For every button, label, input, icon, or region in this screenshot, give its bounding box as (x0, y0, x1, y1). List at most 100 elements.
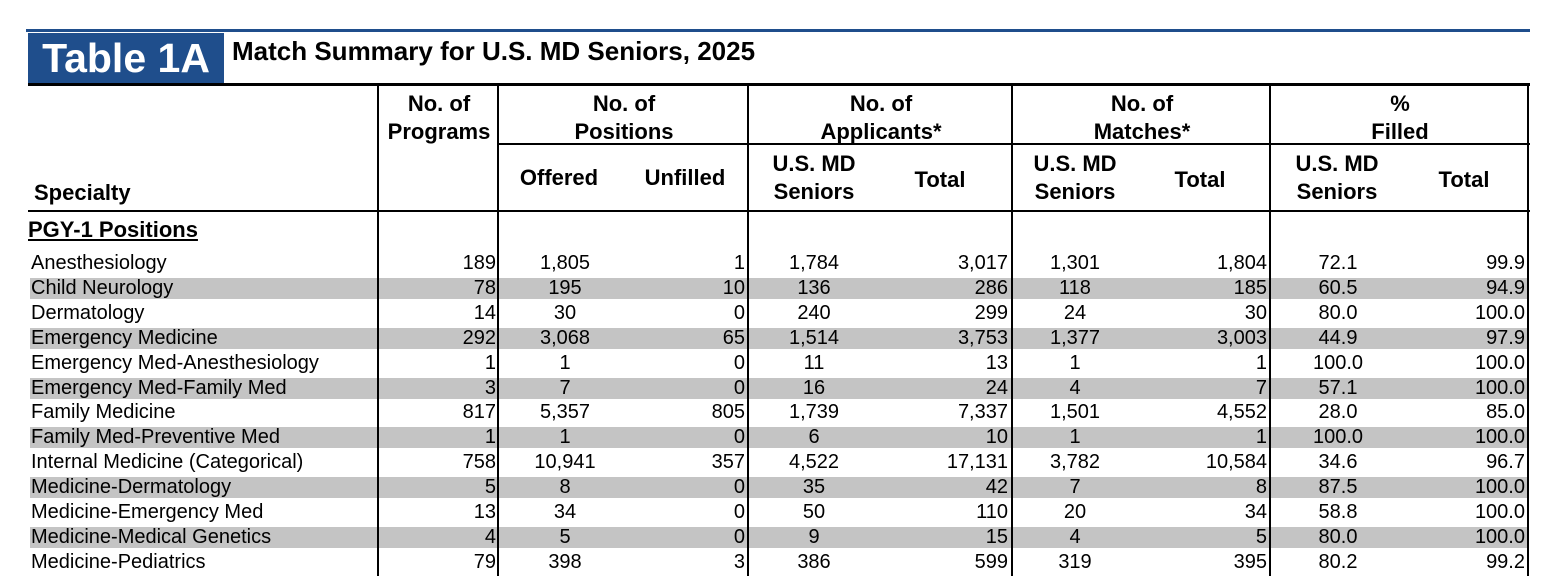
cell-unfilled: 805 (711, 401, 745, 424)
cell-offered: 5 (559, 525, 571, 548)
cell-match-total: 34 (1244, 501, 1267, 523)
cell-programs: 14 (473, 301, 496, 324)
cell-unfilled: 0 (733, 476, 745, 499)
cell-app-seniors: 1,739 (788, 401, 840, 424)
header-matches-line1: No. of (1110, 91, 1174, 116)
cell-pct-total: 99.9 (1486, 252, 1525, 274)
header-specialty: Specialty (34, 180, 131, 205)
cell-app-seniors: 4,522 (788, 451, 840, 474)
cell-pct-total: 100.0 (1474, 476, 1525, 499)
cell-offered: 1 (559, 351, 571, 374)
cell-app-seniors: 11 (803, 351, 825, 374)
cell-pct-total: 99.2 (1486, 550, 1525, 573)
cell-pct-total: 94.9 (1486, 276, 1525, 299)
table-title: Match Summary for U.S. MD Seniors, 2025 (232, 36, 756, 66)
cell-pct-total: 100.0 (1474, 351, 1525, 374)
header-unfilled: Unfilled (644, 165, 726, 190)
cell-match-total: 30 (1244, 301, 1267, 324)
header-programs-line2: Programs (387, 119, 491, 144)
cell-programs: 79 (473, 550, 496, 573)
header-applicants-seniors: U.S. MD Seniors (756, 150, 872, 206)
row-band (30, 277, 1528, 299)
cell-match-total: 3,003 (1216, 326, 1267, 349)
cell-offered: 195 (548, 276, 582, 299)
cell-pct-seniors: 100.0 (1312, 426, 1364, 449)
cell-pct-seniors: 57.1 (1318, 376, 1358, 399)
subheader-rule (498, 143, 1530, 145)
cell-app-total: 42 (985, 476, 1008, 499)
cell-pct-total: 100.0 (1474, 301, 1525, 324)
header-matches-seniors: U.S. MD Seniors (1018, 150, 1132, 206)
cell-pct-seniors: 100.0 (1312, 351, 1364, 374)
header-positions-line1: No. of (592, 91, 656, 116)
cell-programs: 1 (484, 426, 496, 449)
header-filled-total: Total (1438, 167, 1490, 192)
cell-match-seniors: 7 (1069, 476, 1081, 499)
cell-specialty: Medicine-Pediatrics (31, 550, 206, 573)
cell-match-seniors: 1 (1069, 426, 1081, 449)
cell-app-total: 13 (985, 351, 1008, 374)
cell-app-total: 17,131 (946, 451, 1008, 474)
cell-pct-total: 100.0 (1474, 501, 1525, 523)
cell-app-total: 3,753 (957, 326, 1008, 349)
cell-pct-seniors: 72.1 (1318, 252, 1358, 274)
header-matches-seniors-line2: Seniors (1034, 179, 1116, 204)
cell-app-seniors: 50 (802, 501, 826, 523)
cell-match-total: 8 (1255, 476, 1267, 499)
cell-offered: 3,068 (539, 326, 591, 349)
cell-offered: 1,805 (539, 252, 591, 274)
header-applicants-total: Total (914, 167, 966, 192)
header-filled-line2: Filled (1371, 119, 1429, 144)
cell-offered: 8 (559, 476, 571, 499)
cell-pct-seniors: 58.8 (1318, 501, 1358, 523)
cell-match-total: 4,552 (1216, 401, 1267, 424)
cell-match-seniors: 1,301 (1049, 252, 1101, 274)
cell-pct-total: 85.0 (1486, 401, 1525, 424)
cell-pct-seniors: 80.0 (1318, 301, 1358, 324)
cell-match-total: 1 (1255, 426, 1267, 449)
cell-specialty: Emergency Med-Family Med (31, 376, 287, 399)
cell-app-total: 7,337 (957, 401, 1008, 424)
cell-pct-seniors: 28.0 (1318, 401, 1358, 424)
row-band (30, 427, 1528, 449)
cell-unfilled: 0 (733, 426, 745, 449)
header-filled-seniors-line1: U.S. MD (1295, 151, 1379, 176)
row-band (30, 377, 1528, 399)
col-divider (1011, 84, 1013, 576)
cell-pct-total: 96.7 (1486, 451, 1525, 474)
cell-app-total: 3,017 (957, 252, 1008, 274)
cell-unfilled: 0 (733, 501, 745, 523)
col-divider (497, 84, 499, 576)
cell-app-total: 599 (974, 550, 1008, 573)
cell-specialty: Emergency Medicine (31, 326, 218, 349)
cell-programs: 292 (462, 326, 496, 349)
header-filled: % Filled (1272, 90, 1528, 146)
cell-app-seniors: 386 (797, 550, 831, 573)
cell-match-total: 185 (1233, 276, 1267, 299)
cell-match-seniors: 4 (1069, 525, 1081, 548)
cell-match-seniors: 319 (1058, 550, 1092, 573)
table-label: Table 1A (28, 33, 224, 83)
header-matches-line2: Matches* (1093, 119, 1191, 144)
col-divider (747, 84, 749, 576)
header-matches: No. of Matches* (1014, 90, 1270, 146)
cell-specialty: Family Medicine (31, 401, 176, 424)
cell-pct-seniors: 80.0 (1318, 525, 1358, 548)
cell-programs: 13 (473, 501, 496, 523)
header-filled-line1: % (1390, 91, 1410, 116)
cell-match-total: 7 (1255, 376, 1267, 399)
cell-offered: 1 (559, 426, 571, 449)
cell-match-seniors: 4 (1069, 376, 1081, 399)
cell-app-total: 10 (985, 426, 1008, 449)
cell-match-seniors: 3,782 (1049, 451, 1101, 474)
cell-app-seniors: 1,784 (788, 252, 840, 274)
cell-specialty: Child Neurology (31, 276, 174, 299)
cell-specialty: Medicine-Dermatology (31, 476, 232, 499)
cell-programs: 3 (484, 376, 496, 399)
cell-match-total: 1 (1255, 351, 1267, 374)
cell-match-seniors: 118 (1059, 276, 1091, 299)
cell-pct-seniors: 44.9 (1318, 326, 1358, 349)
cell-specialty: Anesthesiology (31, 252, 167, 274)
row-band (30, 526, 1528, 548)
cell-app-seniors: 6 (808, 426, 820, 449)
